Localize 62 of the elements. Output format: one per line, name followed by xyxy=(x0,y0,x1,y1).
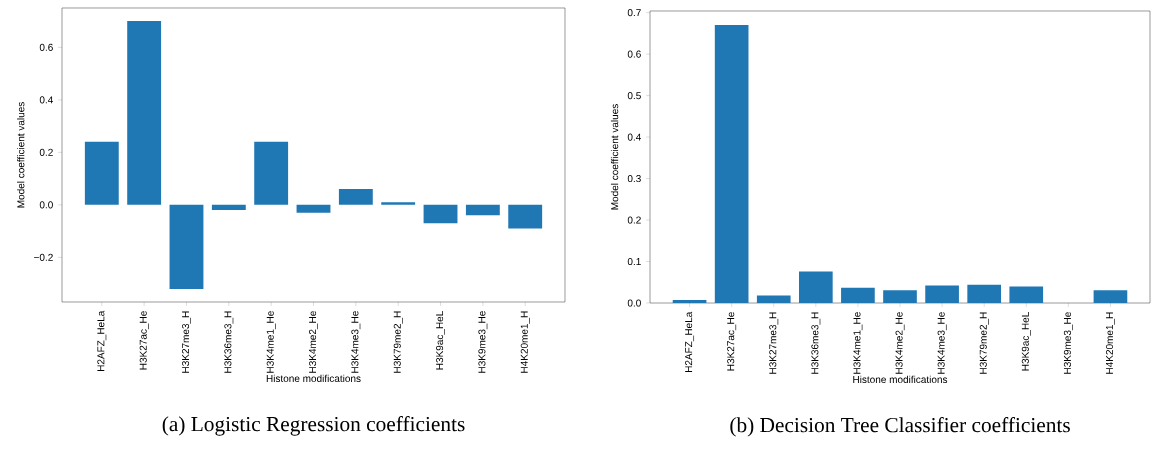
x-tick-label: H3K27ac_He xyxy=(139,311,149,370)
x-tick-label: H3K9me3_He xyxy=(1063,312,1073,374)
y-axis-title: Model coefficient values xyxy=(17,102,25,208)
bar xyxy=(925,285,959,303)
x-tick-label: H2AFZ_HeLa xyxy=(685,311,695,373)
bar xyxy=(211,204,246,211)
x-tick-label: H3K27me3_H xyxy=(182,311,191,373)
bar xyxy=(756,295,791,303)
bar xyxy=(338,189,373,205)
x-tick-label: H3K4me1_He xyxy=(266,311,276,373)
bar xyxy=(169,204,204,289)
bar xyxy=(714,25,749,303)
bar xyxy=(1093,290,1128,303)
x-tick-label: H3K79me2_H xyxy=(393,311,403,373)
bar xyxy=(672,300,707,303)
x-tick-label: H3K27ac_He xyxy=(727,312,737,371)
x-tick-label: H3K4me3_He xyxy=(351,311,361,373)
y-tick-label: 0.7 xyxy=(627,9,641,17)
x-tick-label: H3K9ac_HeL xyxy=(436,311,446,370)
y-tick-label: 0.4 xyxy=(39,96,53,104)
bar xyxy=(508,204,543,229)
x-tick-label: H3K4me2_He xyxy=(895,312,905,374)
bar xyxy=(296,204,331,213)
x-tick-label: H4K20me1_H xyxy=(1105,312,1115,374)
y-tick-label: 0.6 xyxy=(39,43,53,51)
y-tick-label: 0.2 xyxy=(627,216,641,224)
bar xyxy=(883,290,917,303)
bar xyxy=(798,271,833,303)
bar xyxy=(84,141,119,205)
y-tick-label: 0.2 xyxy=(39,148,53,156)
x-tick-label: H2AFZ_HeLa xyxy=(97,310,107,372)
x-tick-label: H4K20me1_H xyxy=(520,311,530,373)
bar xyxy=(423,204,458,224)
y-tick-label: 0.3 xyxy=(627,175,641,183)
y-tick-label: 0.4 xyxy=(627,133,641,141)
x-tick-label: H3K36me3_H xyxy=(811,312,821,374)
y-axis-title: Model coefficient values xyxy=(610,104,619,210)
bar xyxy=(465,204,500,216)
bar xyxy=(381,202,416,205)
y-tick-label: 0.6 xyxy=(627,50,641,58)
bar xyxy=(841,287,875,303)
x-tick-label: H3K79me2_H xyxy=(979,312,989,374)
y-tick-label: −0.2 xyxy=(34,253,53,261)
x-tick-label: H3K4me1_He xyxy=(853,312,863,374)
bar xyxy=(967,284,1002,303)
x-tick-label: H3K36me3_H xyxy=(224,311,234,373)
x-axis-title: Histone modifications xyxy=(266,374,361,383)
text: (b) Decision Tree Classifier coefficients xyxy=(730,417,1070,437)
x-axis-title: Histone modifications xyxy=(853,375,948,384)
y-tick-label: 0.5 xyxy=(627,92,641,100)
x-tick-label: H3K27me3_H xyxy=(769,312,779,374)
x-tick-label: H3K9ac_HeL xyxy=(1021,312,1031,371)
bar xyxy=(127,21,162,205)
x-tick-label: H3K9me3_He xyxy=(478,311,488,373)
y-tick-label: 0.0 xyxy=(627,299,641,307)
text: (a) Logistic Regression coefficients xyxy=(162,416,465,436)
bar xyxy=(254,141,289,205)
x-tick-label: H3K4me3_He xyxy=(937,312,947,374)
x-tick-label: H3K4me2_He xyxy=(309,311,318,373)
y-tick-label: 0.0 xyxy=(39,201,53,209)
y-tick-label: 0.1 xyxy=(627,257,641,266)
bar xyxy=(1009,286,1044,303)
